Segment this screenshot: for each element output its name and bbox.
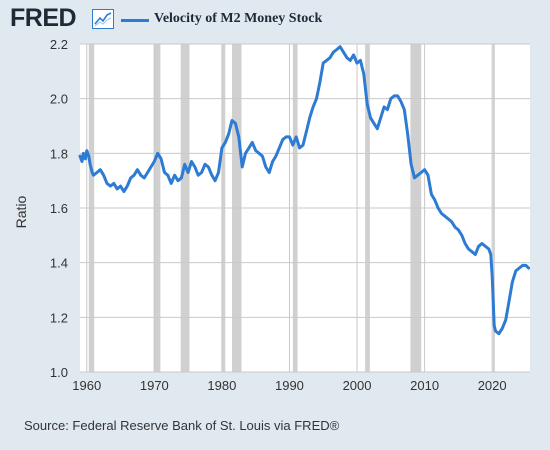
y-tick-label: 2.0 bbox=[50, 92, 68, 107]
y-tick-label: 1.0 bbox=[50, 365, 68, 380]
y-tick-label: 2.2 bbox=[50, 37, 68, 52]
fred-line-graph-icon bbox=[92, 9, 114, 29]
y-axis-label: Ratio bbox=[13, 195, 29, 228]
chart-header: FRED Velocity of M2 Money Stock bbox=[0, 0, 550, 40]
legend-series-label: Velocity of M2 Money Stock bbox=[154, 11, 323, 26]
y-tick-label: 1.4 bbox=[50, 256, 68, 271]
y-tick-label: 1.8 bbox=[50, 146, 68, 161]
x-tick-label: 1990 bbox=[275, 378, 304, 393]
fred-logo[interactable]: FRED bbox=[10, 4, 77, 32]
x-tick-label: 2000 bbox=[343, 378, 372, 393]
x-tick-label: 1970 bbox=[140, 378, 169, 393]
x-tick-label: 2010 bbox=[410, 378, 439, 393]
x-tick-label: 1960 bbox=[72, 378, 101, 393]
x-tick-label: 2020 bbox=[478, 378, 507, 393]
x-tick-label: 1980 bbox=[207, 378, 236, 393]
source-note: Source: Federal Reserve Bank of St. Loui… bbox=[24, 418, 340, 433]
y-tick-label: 1.2 bbox=[50, 310, 68, 325]
legend-series-swatch bbox=[121, 19, 149, 22]
series-line bbox=[78, 45, 531, 336]
y-tick-label: 1.6 bbox=[50, 201, 68, 216]
